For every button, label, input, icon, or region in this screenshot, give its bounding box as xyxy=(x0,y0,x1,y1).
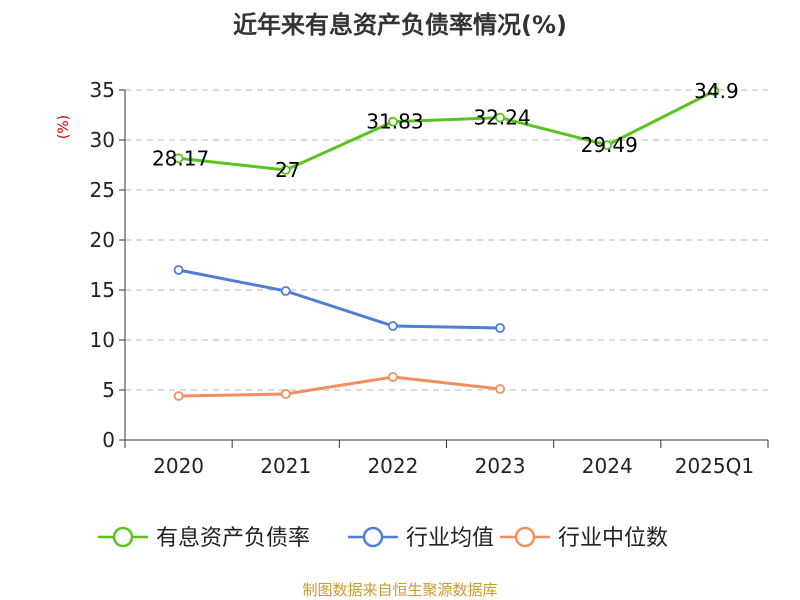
y-axis-unit: (%) xyxy=(56,115,72,139)
grid xyxy=(125,89,768,391)
data-labels: 28.17 27 31.83 32.24 29.49 34.9 xyxy=(152,79,739,182)
data-point xyxy=(495,112,505,123)
y-tick-label: 0 xyxy=(102,428,115,452)
data-point xyxy=(495,323,505,333)
y-tick-label: 5 xyxy=(102,378,115,402)
data-point xyxy=(495,384,505,394)
data-label: 27 xyxy=(275,158,300,182)
data-point xyxy=(280,286,291,296)
series xyxy=(173,86,720,401)
data-point xyxy=(388,372,398,382)
x-tick-label: 2020 xyxy=(153,454,204,478)
y-tick-label: 10 xyxy=(90,328,115,352)
data-label: 28.17 xyxy=(152,146,209,170)
data-point xyxy=(602,140,613,151)
data-label: 29.49 xyxy=(581,133,638,157)
x-tick-label: 2023 xyxy=(475,454,526,478)
legend-marker xyxy=(514,526,536,548)
data-point xyxy=(173,391,184,401)
y-tick-label: 15 xyxy=(90,278,115,302)
axes: 0 5 10 15 20 25 30 35 2020 2021 2022 2023 2024 2025Q1 xyxy=(90,78,769,478)
data-label: 32.24 xyxy=(473,106,530,130)
legend: 有息资产负债率 行业均值 行业中位数 xyxy=(98,526,668,551)
y-tick-label: 25 xyxy=(90,178,115,202)
y-tick-label: 35 xyxy=(90,78,115,102)
data-label: 34.9 xyxy=(694,79,739,103)
x-tick-label: 2021 xyxy=(260,454,311,478)
series-line-3 xyxy=(178,375,501,398)
series-line-1 xyxy=(178,89,716,172)
legend-marker xyxy=(362,526,384,548)
source-note: 制图数据来自恒生聚源数据库 xyxy=(302,581,497,599)
data-point xyxy=(709,86,720,96)
data-point xyxy=(388,321,398,331)
legend-marker xyxy=(112,526,134,548)
legend-label: 有息资产负债率 xyxy=(156,526,310,551)
data-point xyxy=(280,389,291,399)
legend-label: 行业中位数 xyxy=(558,526,668,551)
x-tick-label: 2025Q1 xyxy=(675,454,754,478)
data-point xyxy=(280,165,291,175)
x-tick-label: 2024 xyxy=(582,454,633,478)
chart-title: 近年来有息资产负债率情况(%) xyxy=(233,11,567,39)
y-tick-label: 30 xyxy=(90,128,115,152)
data-point xyxy=(173,153,184,164)
series-line-2 xyxy=(178,268,501,330)
x-tick-label: 2022 xyxy=(367,454,418,478)
legend-label: 行业均值 xyxy=(406,526,494,551)
data-point xyxy=(388,116,398,127)
data-point xyxy=(173,265,184,275)
y-tick-label: 20 xyxy=(90,228,115,252)
data-label: 31.83 xyxy=(366,110,423,134)
